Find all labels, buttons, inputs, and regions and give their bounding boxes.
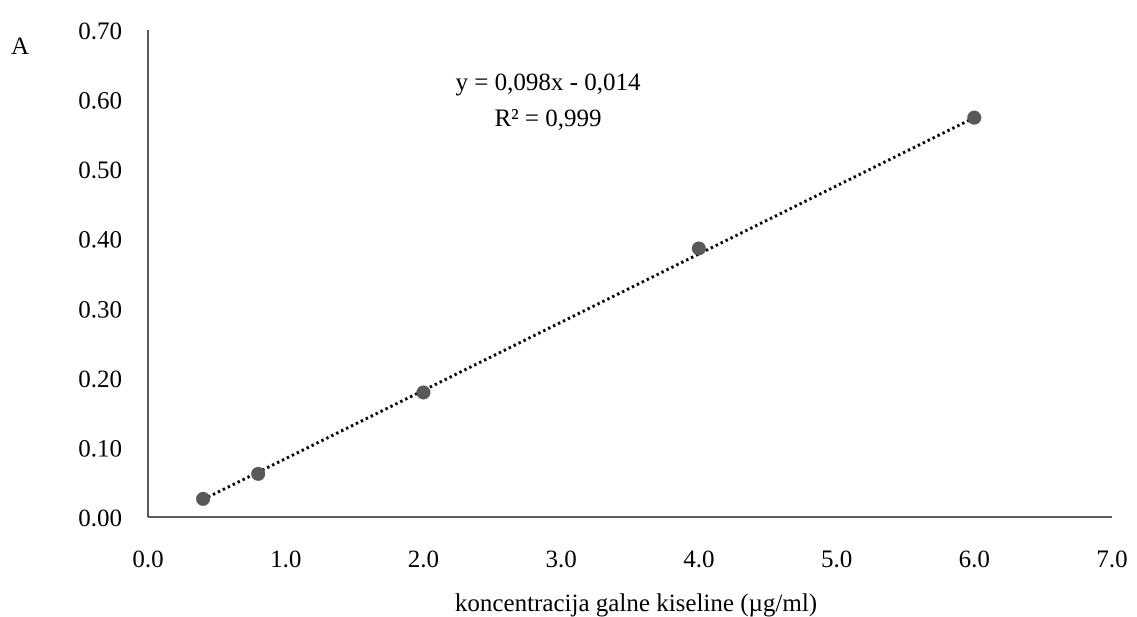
x-tick-label: 2.0: [408, 546, 439, 573]
x-tick-label: 0.0: [132, 546, 163, 573]
data-point: [967, 110, 982, 125]
data-point: [416, 385, 431, 400]
y-axis-label: A: [11, 33, 29, 60]
x-tick-label: 5.0: [821, 546, 852, 573]
x-tick-label: 7.0: [1096, 546, 1127, 573]
data-point: [251, 466, 266, 481]
x-tick-label: 1.0: [270, 546, 301, 573]
x-tick-label: 4.0: [683, 546, 714, 573]
trendline-equation: y = 0,098x - 0,014: [456, 69, 641, 96]
y-tick-label: 0.20: [78, 366, 122, 393]
axes: [147, 30, 1112, 518]
data-point: [691, 241, 706, 256]
y-tick-label: 0.70: [78, 18, 122, 45]
y-tick-label: 0.60: [78, 88, 122, 115]
trendline: [202, 116, 975, 501]
y-tick-label: 0.00: [78, 505, 122, 532]
data-points: [196, 110, 982, 506]
x-tick-label: 3.0: [546, 546, 577, 573]
x-axis-label: koncentracija galne kiseline (µg/ml): [455, 590, 817, 617]
y-tick-label: 0.50: [78, 157, 122, 184]
y-tick-label: 0.40: [78, 227, 122, 254]
y-tick-labels: 0.00 0.10 0.20 0.30 0.40 0.50 0.60 0.70: [78, 18, 122, 532]
y-tick-label: 0.10: [78, 435, 122, 462]
y-tick-label: 0.30: [78, 296, 122, 323]
x-tick-label: 6.0: [959, 546, 990, 573]
data-point: [196, 491, 211, 506]
x-tick-labels: 0.0 1.0 2.0 3.0 4.0 5.0 6.0 7.0: [132, 546, 1127, 573]
trendline-r-squared: R² = 0,999: [494, 105, 601, 132]
